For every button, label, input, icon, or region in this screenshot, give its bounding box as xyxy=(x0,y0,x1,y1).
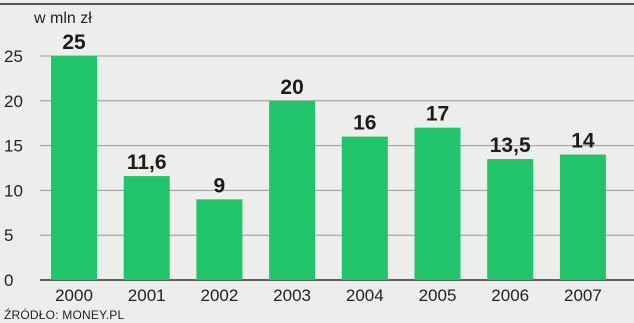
bar-2000 xyxy=(51,56,97,280)
bar-2003 xyxy=(269,100,316,280)
y-tick-label: 15 xyxy=(4,137,23,156)
bar-2001 xyxy=(123,176,170,280)
value-label-2002: 9 xyxy=(214,174,226,197)
value-label-2004: 16 xyxy=(353,112,376,135)
y-tick-label: 10 xyxy=(4,181,23,200)
value-label-2001: 11,6 xyxy=(127,151,167,174)
value-label-2006: 13,5 xyxy=(490,134,531,157)
bar-2005 xyxy=(414,127,461,281)
bars xyxy=(51,56,606,281)
x-tick-label-2005: 2005 xyxy=(419,286,457,305)
value-label-2007: 14 xyxy=(571,130,595,153)
value-label-2003: 20 xyxy=(280,76,303,99)
x-tick-label-2001: 2001 xyxy=(128,286,166,305)
x-tick-label-2000: 2000 xyxy=(55,286,93,305)
bar-2002 xyxy=(196,199,243,280)
y-tick-label: 0 xyxy=(4,271,13,290)
bar-2006 xyxy=(487,159,534,280)
x-axis-ticks: 2000 2001 2002 2003 2004 2005 2006 2007 xyxy=(55,286,602,305)
y-tick-label: 20 xyxy=(4,92,23,111)
x-tick-label-2002: 2002 xyxy=(200,286,238,305)
value-label-2000: 25 xyxy=(62,31,86,54)
y-tick-label: 25 xyxy=(4,47,23,66)
x-tick-label-2006: 2006 xyxy=(491,286,529,305)
y-tick-label: 5 xyxy=(4,226,13,245)
source-note: ŹRÓDŁO: MONEY.PL xyxy=(4,307,124,322)
value-labels: 25 11,6 9 20 16 17 13,5 14 xyxy=(62,31,595,197)
y-axis-ticks: 0 5 10 15 20 25 xyxy=(4,47,23,290)
x-tick-label-2004: 2004 xyxy=(346,286,384,305)
unit-label: w mln zł xyxy=(33,10,92,27)
x-tick-label-2007: 2007 xyxy=(564,286,602,305)
value-label-2005: 17 xyxy=(426,103,449,126)
x-tick-label-2003: 2003 xyxy=(273,286,311,305)
bar-2004 xyxy=(341,136,388,280)
bar-2007 xyxy=(559,154,606,280)
